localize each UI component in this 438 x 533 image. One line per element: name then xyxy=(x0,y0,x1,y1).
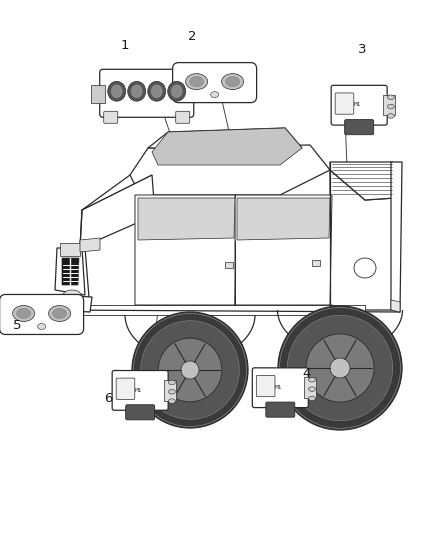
Ellipse shape xyxy=(169,380,175,385)
FancyBboxPatch shape xyxy=(176,111,190,123)
Polygon shape xyxy=(237,198,330,240)
FancyBboxPatch shape xyxy=(0,294,84,335)
Ellipse shape xyxy=(388,95,394,100)
Polygon shape xyxy=(130,145,330,195)
Text: 3: 3 xyxy=(358,43,367,55)
Ellipse shape xyxy=(13,305,35,321)
Polygon shape xyxy=(235,195,332,305)
Ellipse shape xyxy=(141,321,239,419)
Polygon shape xyxy=(138,198,235,240)
Ellipse shape xyxy=(131,85,142,98)
FancyBboxPatch shape xyxy=(345,119,374,135)
Ellipse shape xyxy=(132,312,248,428)
Text: 1: 1 xyxy=(120,39,129,52)
Ellipse shape xyxy=(148,82,166,101)
FancyBboxPatch shape xyxy=(256,375,275,397)
Polygon shape xyxy=(62,258,79,285)
Ellipse shape xyxy=(190,77,204,87)
FancyBboxPatch shape xyxy=(126,405,155,420)
Ellipse shape xyxy=(152,85,162,98)
Ellipse shape xyxy=(63,290,81,300)
FancyBboxPatch shape xyxy=(331,85,387,125)
FancyBboxPatch shape xyxy=(252,368,308,408)
FancyBboxPatch shape xyxy=(266,402,295,417)
Text: M1: M1 xyxy=(275,385,282,390)
Ellipse shape xyxy=(168,82,186,101)
Polygon shape xyxy=(82,305,365,315)
Ellipse shape xyxy=(388,114,394,118)
Polygon shape xyxy=(148,128,302,148)
Polygon shape xyxy=(80,175,155,248)
FancyBboxPatch shape xyxy=(335,93,354,114)
Ellipse shape xyxy=(226,77,240,87)
Ellipse shape xyxy=(128,82,146,101)
Ellipse shape xyxy=(181,361,199,379)
Ellipse shape xyxy=(309,396,315,401)
Polygon shape xyxy=(82,170,365,310)
Ellipse shape xyxy=(330,358,350,378)
Polygon shape xyxy=(330,170,395,310)
FancyBboxPatch shape xyxy=(91,85,105,103)
FancyBboxPatch shape xyxy=(383,94,395,116)
Ellipse shape xyxy=(388,104,394,109)
Ellipse shape xyxy=(111,85,122,98)
Text: 4: 4 xyxy=(302,367,311,379)
FancyBboxPatch shape xyxy=(173,62,257,103)
Ellipse shape xyxy=(158,338,222,402)
Ellipse shape xyxy=(53,309,67,319)
Ellipse shape xyxy=(38,324,46,329)
Polygon shape xyxy=(135,195,237,305)
Ellipse shape xyxy=(49,305,71,321)
Text: 5: 5 xyxy=(13,319,22,332)
FancyBboxPatch shape xyxy=(116,378,135,399)
Ellipse shape xyxy=(278,306,402,430)
Text: 2: 2 xyxy=(188,30,197,43)
Polygon shape xyxy=(391,300,400,312)
Polygon shape xyxy=(312,260,320,266)
FancyBboxPatch shape xyxy=(304,377,316,398)
FancyBboxPatch shape xyxy=(104,111,118,123)
Ellipse shape xyxy=(169,399,175,403)
Polygon shape xyxy=(225,262,233,268)
Ellipse shape xyxy=(354,258,376,278)
Ellipse shape xyxy=(309,377,315,382)
Polygon shape xyxy=(55,248,85,295)
FancyBboxPatch shape xyxy=(112,370,168,410)
Polygon shape xyxy=(55,295,92,312)
Polygon shape xyxy=(152,128,302,165)
Ellipse shape xyxy=(287,316,393,421)
Polygon shape xyxy=(330,162,395,200)
Ellipse shape xyxy=(309,387,315,391)
Ellipse shape xyxy=(186,74,208,90)
Ellipse shape xyxy=(211,92,219,98)
Ellipse shape xyxy=(171,85,182,98)
Ellipse shape xyxy=(169,390,175,394)
Polygon shape xyxy=(391,162,402,312)
Text: M1: M1 xyxy=(134,387,142,393)
FancyBboxPatch shape xyxy=(100,69,194,117)
Polygon shape xyxy=(60,243,80,256)
Ellipse shape xyxy=(306,334,374,402)
Text: 6: 6 xyxy=(104,392,113,405)
Ellipse shape xyxy=(108,82,126,101)
FancyBboxPatch shape xyxy=(164,379,176,401)
Text: M1: M1 xyxy=(353,102,361,108)
Ellipse shape xyxy=(222,74,244,90)
Polygon shape xyxy=(80,238,100,252)
Ellipse shape xyxy=(17,309,31,319)
